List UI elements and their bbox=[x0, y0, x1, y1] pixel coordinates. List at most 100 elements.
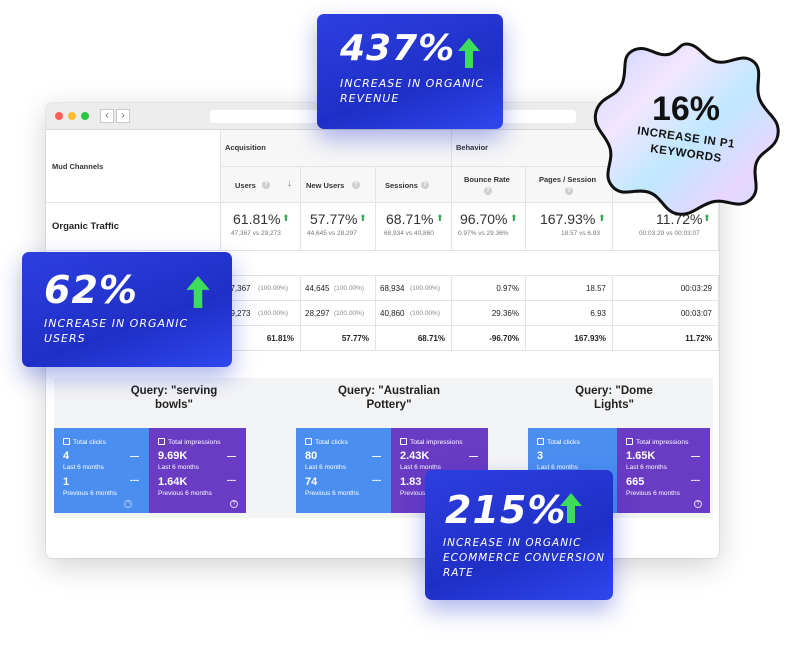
up-arrow-icon: ⬆ bbox=[510, 213, 518, 223]
checkbox-icon[interactable] bbox=[158, 438, 165, 445]
organic-users-callout: 62% Increase in organic users bbox=[22, 252, 232, 367]
total-clicks-card: Total clicks 4 Last 6 months 1 Previous 6 … bbox=[54, 428, 149, 513]
behavior-label: Behavior bbox=[456, 143, 489, 152]
revenue-caption: Increase in organic revenue bbox=[340, 77, 485, 105]
table-cell: 0.97% bbox=[452, 276, 526, 301]
column-users-label: Users bbox=[235, 181, 256, 190]
table-cell: 29.36% bbox=[452, 301, 526, 326]
organic-duration-cell: 11.72% ⬆ 00:03:29 vs 00:03:07 bbox=[613, 203, 719, 251]
users-caption: Increase in organic users bbox=[44, 317, 189, 345]
total-impressions-card: Total impressions 9.69K Last 6 months 1.6… bbox=[149, 428, 246, 513]
minimize-window-button[interactable] bbox=[68, 112, 76, 120]
organic-sessions-cell: 68.71% ⬆ 68,934 vs 40,860 bbox=[376, 203, 452, 251]
organic-traffic-label-cell: Organic Traffic bbox=[46, 203, 221, 251]
search-queries-panel: Query: "serving bowls" Total clicks 4 Last… bbox=[54, 378, 713, 518]
organic-pages-pct: 167.93% bbox=[540, 211, 596, 227]
organic-users-sub: 47,367 vs 29,273 bbox=[231, 230, 281, 237]
checkbox-icon[interactable] bbox=[626, 438, 633, 445]
table-cell: 57.77% bbox=[301, 326, 376, 351]
help-icon[interactable]: ? bbox=[484, 187, 492, 195]
table-cell: 47,367 (100.00%) bbox=[221, 276, 301, 301]
table-cell: 167.93% bbox=[526, 326, 613, 351]
back-button[interactable]: ‹ bbox=[100, 109, 114, 123]
p1-keywords-badge: 16% INCREASE IN P1 KEYWORDS bbox=[592, 38, 780, 216]
column-bounce-rate[interactable]: Bounce Rate ? bbox=[452, 167, 526, 203]
total-impressions-card: Total impressions 1.65K Last 6 months 665… bbox=[617, 428, 710, 513]
organic-revenue-callout: 437% Increase in organic revenue bbox=[317, 14, 503, 129]
organic-duration-sub: 00:03:29 vs 00:03:07 bbox=[639, 230, 700, 237]
column-sessions[interactable]: Sessions ? bbox=[376, 167, 452, 203]
checkbox-icon[interactable] bbox=[305, 438, 312, 445]
table-cell: 11.72% bbox=[613, 326, 719, 351]
table-cell: 40,860 (100.00%) bbox=[376, 301, 452, 326]
table-cell: 68.71% bbox=[376, 326, 452, 351]
organic-new-users-pct: 57.77% bbox=[310, 211, 358, 227]
checkbox-icon[interactable] bbox=[400, 438, 407, 445]
users-value: 62% bbox=[44, 268, 138, 312]
organic-sessions-sub: 68,934 vs 40,860 bbox=[384, 230, 434, 237]
sort-down-icon[interactable]: ↓ bbox=[287, 178, 292, 189]
ecommerce-conversion-callout: 215% Increase in organic ecommerce conver… bbox=[425, 470, 613, 600]
badge-value: 16% bbox=[651, 90, 721, 128]
organic-users-cell: 61.81% ⬆ 47,367 vs 29,273 bbox=[221, 203, 301, 251]
organic-users-pct: 61.81% bbox=[233, 211, 281, 227]
table-cell: 61.81% bbox=[221, 326, 301, 351]
up-arrow-icon bbox=[560, 493, 582, 523]
help-icon[interactable]: ? bbox=[421, 181, 429, 189]
row-header-label: Mud Channels bbox=[52, 162, 104, 171]
help-icon[interactable]: ? bbox=[694, 500, 702, 508]
holographic-seal-icon bbox=[593, 42, 780, 216]
organic-new-users-cell: 57.77% ⬆ 44,645 vs 28,297 bbox=[301, 203, 376, 251]
query-title: Query: "Australian Pottery" bbox=[338, 385, 440, 411]
query-title: Query: "serving bowls" bbox=[130, 385, 218, 411]
column-pages-session-label: Pages / Session bbox=[539, 175, 597, 184]
help-icon[interactable]: ? bbox=[262, 181, 270, 189]
acquisition-group-header: Acquisition bbox=[221, 130, 452, 167]
up-arrow-icon: ⬆ bbox=[436, 213, 444, 223]
revenue-value: 437% bbox=[340, 28, 456, 69]
up-arrow-icon: ⬆ bbox=[359, 213, 367, 223]
column-pages-session[interactable]: Pages / Session ? bbox=[526, 167, 613, 203]
help-icon[interactable]: ? bbox=[230, 500, 238, 508]
table-cell: 29,273 (100.00%) bbox=[221, 301, 301, 326]
table-cell: 28,297 (100.00%) bbox=[301, 301, 376, 326]
up-arrow-icon: ⬆ bbox=[703, 213, 711, 223]
checkbox-icon[interactable] bbox=[537, 438, 544, 445]
column-sessions-label: Sessions bbox=[385, 181, 418, 190]
column-bounce-rate-label: Bounce Rate bbox=[464, 175, 510, 184]
conversion-caption: Increase in organic ecommerce conversion r… bbox=[443, 537, 606, 579]
maximize-window-button[interactable] bbox=[81, 112, 89, 120]
query-title: Query: "Dome Lights" bbox=[575, 385, 653, 411]
column-new-users-label: New Users bbox=[306, 181, 345, 190]
organic-traffic-label: Organic Traffic bbox=[52, 221, 120, 232]
table-cell: 00:03:29 bbox=[613, 276, 719, 301]
organic-duration-pct: 11.72% bbox=[656, 211, 703, 227]
table-cell: 6.93 bbox=[526, 301, 613, 326]
total-clicks-card: Total clicks 80 Last 6 months 74 Previous … bbox=[296, 428, 391, 513]
conversion-value: 215% bbox=[445, 488, 567, 532]
acquisition-label: Acquisition bbox=[225, 143, 266, 152]
organic-sessions-pct: 68.71% bbox=[386, 211, 434, 227]
organic-bounce-cell: 96.70% ⬆ 0.97% vs 29.36% bbox=[452, 203, 526, 251]
column-new-users[interactable]: New Users ? bbox=[301, 167, 376, 203]
table-cell: 18.57 bbox=[526, 276, 613, 301]
up-arrow-icon: ⬆ bbox=[282, 213, 290, 223]
organic-new-users-sub: 44,645 vs 28,297 bbox=[307, 230, 357, 237]
organic-bounce-pct: 96.70% bbox=[460, 211, 508, 227]
spacer-row bbox=[46, 251, 719, 276]
up-arrow-icon bbox=[186, 276, 210, 308]
close-window-button[interactable] bbox=[55, 112, 63, 120]
table-cell: 44,645 (100.00%) bbox=[301, 276, 376, 301]
help-icon[interactable]: ? bbox=[352, 181, 360, 189]
organic-pages-sub: 18.57 vs 6.93 bbox=[561, 230, 601, 237]
up-arrow-icon bbox=[458, 38, 480, 68]
column-users[interactable]: Users ? ↓ bbox=[221, 167, 301, 203]
checkbox-icon[interactable] bbox=[63, 438, 70, 445]
table-cell: 00:03:07 bbox=[613, 301, 719, 326]
organic-pages-cell: 167.93% ⬆ 18.57 vs 6.93 bbox=[526, 203, 613, 251]
table-cell: -96.70% bbox=[452, 326, 526, 351]
help-icon[interactable]: ? bbox=[565, 187, 573, 195]
organic-bounce-sub: 0.97% vs 29.36% bbox=[458, 230, 509, 237]
forward-button[interactable]: › bbox=[116, 109, 130, 123]
help-icon[interactable]: ? bbox=[124, 500, 132, 508]
